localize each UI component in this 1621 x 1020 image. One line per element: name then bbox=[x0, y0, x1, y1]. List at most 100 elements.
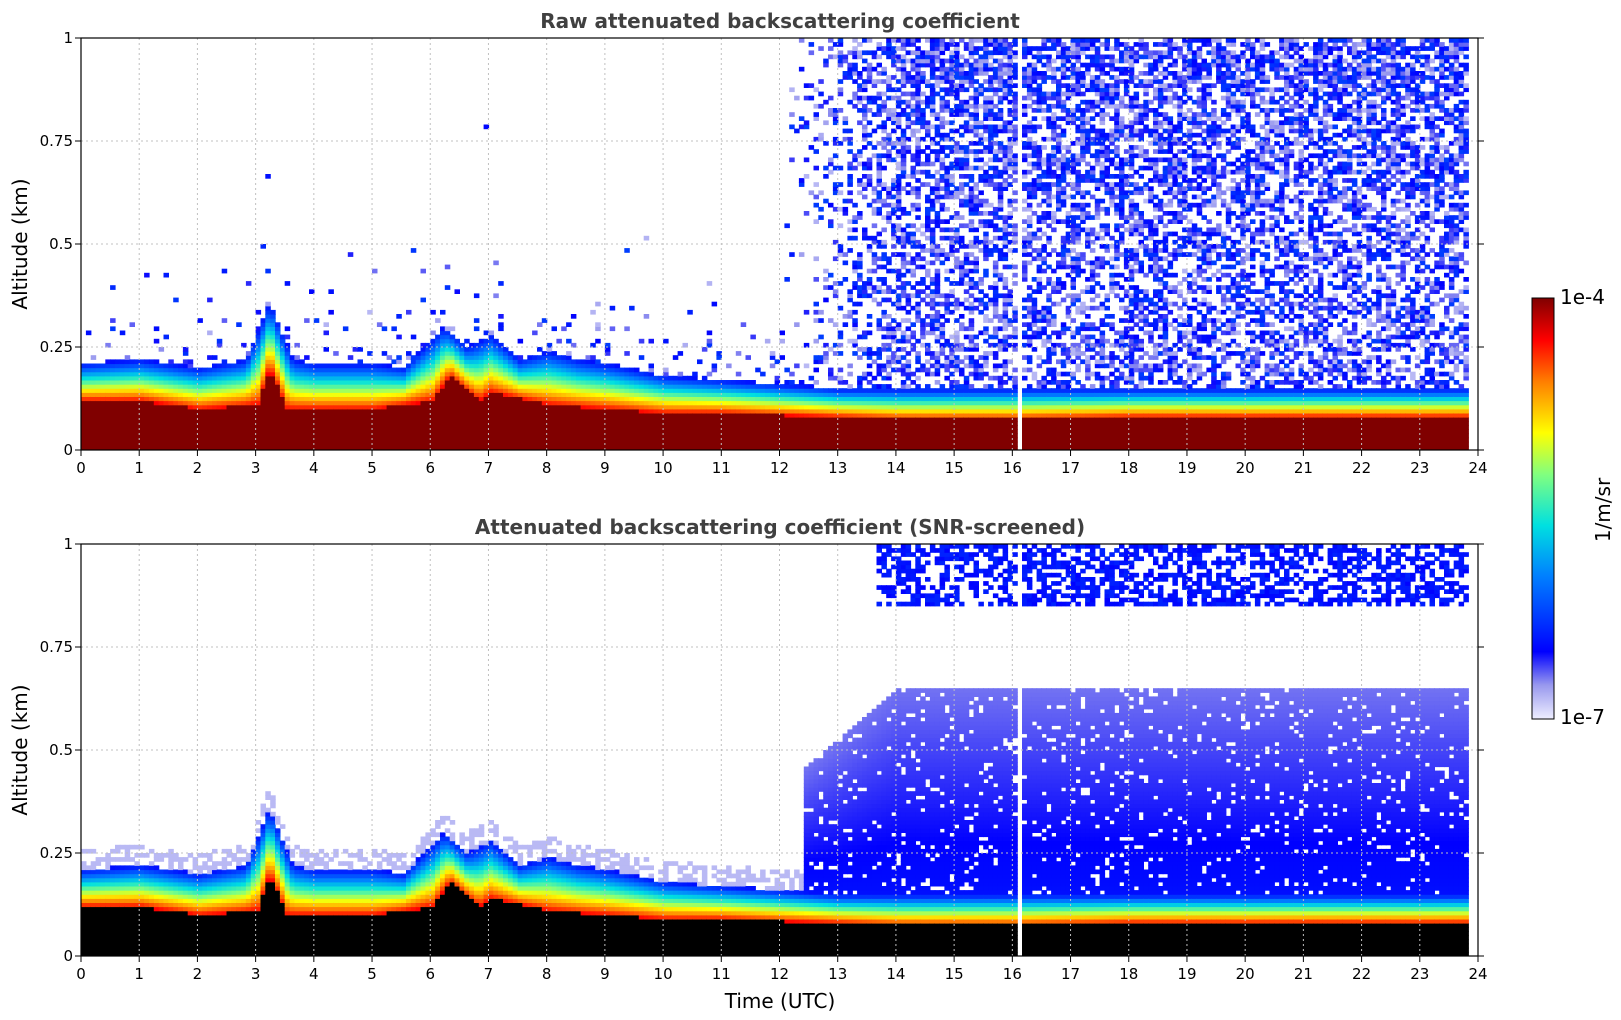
heatmap-cell bbox=[624, 425, 630, 430]
heatmap-cell bbox=[415, 421, 422, 426]
heatmap-cell bbox=[920, 79, 926, 84]
heatmap-cell bbox=[270, 322, 276, 327]
heatmap-cell bbox=[473, 375, 480, 381]
heatmap-cell bbox=[711, 380, 718, 385]
heatmap-cell bbox=[284, 421, 291, 426]
heatmap-cell bbox=[944, 425, 950, 430]
heatmap-cell bbox=[735, 371, 742, 377]
heatmap-cell bbox=[119, 412, 126, 418]
heatmap-cell bbox=[357, 425, 363, 430]
heatmap-cell bbox=[139, 408, 145, 414]
heatmap-cell bbox=[808, 95, 815, 101]
heatmap-cell bbox=[648, 388, 654, 393]
heatmap-cell bbox=[939, 124, 946, 130]
heatmap-cell bbox=[532, 330, 538, 336]
heatmap-cell bbox=[658, 412, 664, 418]
heatmap-cell bbox=[595, 338, 601, 344]
heatmap-cell bbox=[798, 437, 805, 443]
heatmap-cell bbox=[750, 388, 756, 393]
heatmap-cell bbox=[910, 330, 916, 336]
heatmap-cell bbox=[663, 404, 669, 410]
heatmap-cell bbox=[338, 425, 344, 430]
heatmap-cell bbox=[153, 429, 160, 435]
heatmap-cell bbox=[323, 433, 329, 439]
heatmap-cell bbox=[105, 404, 111, 410]
heatmap-cell bbox=[483, 412, 490, 418]
heatmap-cell bbox=[837, 400, 844, 406]
heatmap-cell bbox=[105, 342, 111, 348]
heatmap-cell bbox=[891, 202, 897, 208]
heatmap-cell bbox=[915, 256, 921, 262]
heatmap-cell bbox=[153, 375, 160, 381]
heatmap-cell bbox=[891, 120, 897, 126]
heatmap-cell bbox=[818, 425, 824, 430]
heatmap-cell bbox=[934, 326, 941, 332]
heatmap-cell bbox=[939, 314, 946, 319]
heatmap-cell bbox=[275, 408, 281, 414]
heatmap-cell bbox=[483, 404, 490, 410]
heatmap-cell bbox=[493, 425, 499, 430]
heatmap-cell bbox=[929, 202, 936, 208]
heatmap-cell bbox=[925, 99, 931, 105]
heatmap-cell bbox=[672, 412, 679, 418]
heatmap-cell bbox=[891, 178, 897, 183]
heatmap-cell bbox=[250, 441, 257, 447]
heatmap-cell bbox=[823, 388, 829, 393]
heatmap-cell bbox=[876, 347, 882, 352]
heatmap-cell bbox=[110, 375, 116, 381]
heatmap-cell bbox=[920, 182, 926, 187]
heatmap-cell bbox=[842, 58, 849, 64]
heatmap-cell bbox=[459, 351, 465, 356]
heatmap-cell bbox=[323, 380, 329, 385]
heatmap-cell bbox=[852, 103, 858, 109]
heatmap-cell bbox=[803, 400, 810, 406]
heatmap-cell bbox=[299, 408, 305, 414]
heatmap-cell bbox=[454, 351, 460, 356]
heatmap-cell bbox=[905, 211, 912, 216]
heatmap-cell bbox=[410, 371, 417, 377]
heatmap-cell bbox=[706, 421, 713, 426]
heatmap-cell bbox=[667, 429, 674, 435]
heatmap-cell bbox=[794, 445, 800, 450]
heatmap-cell bbox=[556, 380, 562, 385]
heatmap-cell bbox=[372, 437, 378, 443]
heatmap-cell bbox=[944, 404, 950, 410]
heatmap-cell bbox=[566, 392, 572, 397]
heatmap-cell bbox=[444, 408, 451, 414]
heatmap-cell bbox=[949, 227, 955, 233]
heatmap-cell bbox=[808, 445, 815, 450]
heatmap-cell bbox=[430, 445, 436, 450]
heatmap-cell bbox=[672, 408, 679, 414]
heatmap-cell bbox=[532, 400, 538, 406]
heatmap-cell bbox=[726, 380, 732, 385]
heatmap-cell bbox=[595, 421, 601, 426]
heatmap-cell bbox=[347, 441, 354, 447]
heatmap-cell bbox=[866, 371, 873, 377]
heatmap-cell bbox=[789, 433, 795, 439]
heatmap-cell bbox=[910, 322, 916, 327]
heatmap-cell bbox=[488, 433, 494, 439]
heatmap-cell bbox=[900, 71, 907, 76]
heatmap-cell bbox=[158, 367, 165, 373]
heatmap-cell bbox=[139, 396, 145, 402]
heatmap-cell bbox=[503, 384, 509, 389]
heatmap-cell bbox=[900, 235, 907, 241]
heatmap-cell bbox=[318, 441, 325, 447]
heatmap-cell bbox=[721, 441, 727, 447]
heatmap-cell bbox=[934, 437, 941, 443]
heatmap-cell bbox=[551, 400, 557, 406]
heatmap-cell bbox=[609, 425, 616, 430]
heatmap-cell bbox=[532, 429, 538, 435]
heatmap-cell bbox=[944, 412, 950, 418]
heatmap-cell bbox=[929, 429, 936, 435]
heatmap-cell bbox=[604, 425, 611, 430]
heatmap-cell bbox=[905, 437, 912, 443]
heatmap-cell bbox=[260, 417, 266, 422]
heatmap-cell bbox=[275, 417, 281, 422]
heatmap-cell bbox=[134, 417, 140, 422]
heatmap-cell bbox=[886, 38, 892, 43]
heatmap-cell bbox=[692, 392, 698, 397]
heatmap-cell bbox=[687, 384, 693, 389]
heatmap-cell bbox=[837, 62, 844, 68]
heatmap-cell bbox=[866, 99, 873, 105]
